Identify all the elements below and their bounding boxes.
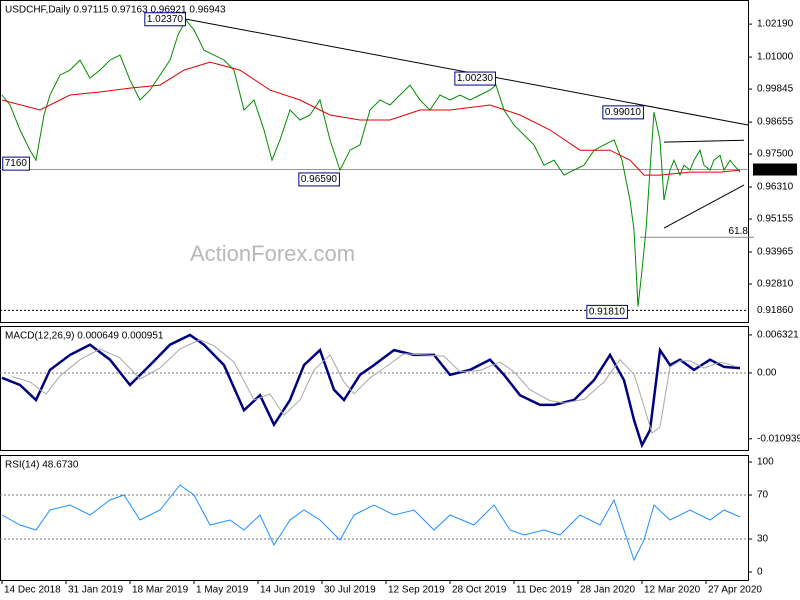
y-tick-label: 0.98655 xyxy=(757,117,794,128)
x-tick-label: 14 Dec 2018 xyxy=(4,585,61,596)
y-tick-label: 0.95155 xyxy=(757,214,794,225)
annotation-label: 1.00230 xyxy=(457,73,494,84)
y-tick-label: 0.00 xyxy=(757,368,777,379)
y-tick-label: 30 xyxy=(757,534,769,545)
panel-frame xyxy=(0,326,749,451)
panel-title: MACD(12,26,9) 0.000649 0.000951 xyxy=(5,331,164,342)
y-tick-label: 0.93965 xyxy=(757,247,794,258)
x-tick-label: 12 Mar 2020 xyxy=(644,585,701,596)
panel-frame xyxy=(0,0,749,323)
y-tick-label: 70 xyxy=(757,490,769,501)
y-tick-label: 1.02190 xyxy=(757,19,794,30)
annotation-box xyxy=(2,156,30,171)
series-line xyxy=(1,484,741,562)
x-tick-label: 12 Sep 2019 xyxy=(388,585,445,596)
series-line xyxy=(1,61,741,176)
fib-label: 61.8 xyxy=(729,226,749,237)
y-tick-label: 0.006321 xyxy=(757,330,799,341)
x-tick-label: 28 Oct 2019 xyxy=(452,585,507,596)
watermark: ActionForex.com xyxy=(190,241,355,266)
y-tick-label: 0.99845 xyxy=(757,84,794,95)
last-price-label: 0.96943 xyxy=(757,164,794,175)
x-tick-label: 11 Dec 2019 xyxy=(516,585,572,596)
x-tick-label: 1 May 2019 xyxy=(196,585,249,596)
x-tick-label: 18 Mar 2019 xyxy=(132,585,189,596)
trendline xyxy=(663,139,745,143)
annotation-label: 0.91810 xyxy=(589,306,626,317)
y-tick-label: 0 xyxy=(757,567,763,578)
x-tick-label: 27 Apr 2020 xyxy=(708,585,762,596)
series-line xyxy=(11,339,735,434)
panel-title: RSI(14) 48.6730 xyxy=(5,460,79,471)
annotation-label: 0.99010 xyxy=(605,107,642,118)
panel-title: USDCHF,Daily 0.97115 0.97163 0.96921 0.9… xyxy=(5,5,226,16)
series-line xyxy=(1,19,741,307)
annotation-box xyxy=(298,172,340,187)
annotation-box xyxy=(144,12,186,27)
trendline xyxy=(663,184,745,229)
x-tick-label: 30 Jul 2019 xyxy=(324,585,376,596)
annotation-box xyxy=(586,304,628,319)
annotation-label: 7160 xyxy=(5,158,28,169)
level-label: 0.91860 xyxy=(757,305,794,316)
annotation-box xyxy=(454,71,496,86)
x-tick-label: 31 Jan 2019 xyxy=(68,585,123,596)
x-tick-label: 28 Jan 2020 xyxy=(580,585,635,596)
annotation-label: 1.02370 xyxy=(147,14,184,25)
x-tick-label: 14 Jun 2019 xyxy=(260,585,315,596)
annotation-label: 0.96590 xyxy=(301,174,338,185)
y-tick-label: 0.92810 xyxy=(757,279,794,290)
y-tick-label: 1.01000 xyxy=(757,52,794,63)
y-tick-label: 0.97500 xyxy=(757,149,794,160)
y-tick-label: 100 xyxy=(757,457,774,468)
annotation-box xyxy=(602,105,644,120)
last-price-tag xyxy=(753,163,797,176)
y-tick-label: -0.010939 xyxy=(757,433,800,444)
panel-frame xyxy=(0,455,749,581)
y-tick-label: 0.96310 xyxy=(757,182,794,193)
series-line xyxy=(1,333,741,449)
